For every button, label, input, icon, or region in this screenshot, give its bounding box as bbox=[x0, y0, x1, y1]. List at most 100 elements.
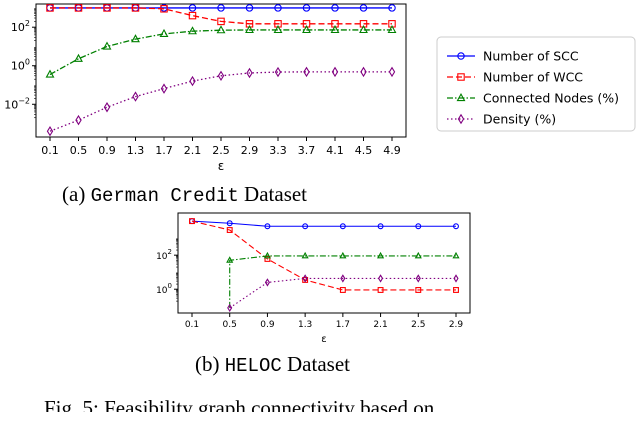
data-point bbox=[132, 91, 139, 102]
data-point bbox=[188, 26, 197, 35]
data-point bbox=[377, 223, 384, 230]
x-tick-label: 0.1 bbox=[41, 144, 59, 157]
data-point bbox=[160, 83, 168, 94]
data-point bbox=[359, 24, 368, 34]
x-tick-label: 1.7 bbox=[155, 144, 173, 157]
data-point bbox=[331, 66, 339, 78]
data-point bbox=[245, 24, 254, 34]
x-tick-label: 4.5 bbox=[355, 144, 373, 157]
data-point bbox=[263, 251, 271, 259]
caption-a-label: (a) bbox=[62, 182, 86, 206]
legend-swatch-marker bbox=[457, 52, 465, 60]
data-point bbox=[102, 41, 112, 50]
x-tick-label: 2.5 bbox=[212, 144, 230, 157]
data-point bbox=[217, 4, 225, 12]
data-point bbox=[330, 24, 340, 34]
data-point bbox=[227, 303, 233, 313]
series-line-3 bbox=[49, 71, 392, 132]
data-point bbox=[273, 24, 283, 34]
data-point bbox=[301, 251, 309, 259]
caption-a-dataset: German Credit bbox=[90, 185, 239, 207]
data-point bbox=[414, 251, 422, 259]
legend-swatch-marker bbox=[456, 93, 466, 102]
x-tick-label: 4.1 bbox=[326, 144, 344, 157]
data-point bbox=[74, 4, 83, 12]
y-tick-label: 10−2 bbox=[4, 96, 30, 111]
data-point bbox=[159, 28, 169, 37]
data-point bbox=[303, 66, 310, 78]
x-tick-label: 0.9 bbox=[98, 144, 116, 157]
data-point bbox=[302, 4, 311, 12]
data-point bbox=[188, 4, 197, 12]
x-tick-label: 0.9 bbox=[260, 320, 275, 330]
data-point bbox=[45, 69, 55, 78]
caption-a: (a) German Credit Dataset bbox=[62, 182, 307, 207]
x-tick-label: 3.3 bbox=[269, 144, 287, 157]
legend-entry-label: Number of WCC bbox=[483, 70, 583, 85]
data-point bbox=[226, 220, 233, 227]
data-point bbox=[264, 223, 271, 230]
plot-area-b bbox=[177, 212, 471, 314]
chart-german-credit: 10−2 100 102 0.1 0.5 0.9 1.3 1.7 2.1 2.5 2.9 3.3 3.… bbox=[4, 3, 407, 173]
legend-swatch-marker bbox=[457, 73, 465, 81]
series-line-2 bbox=[49, 29, 392, 76]
data-point bbox=[189, 218, 195, 225]
figure-canvas: 10−2 100 102 0.1 0.5 0.9 1.3 1.7 2.1 2.5 2.9 3.3 3.… bbox=[4, 3, 636, 345]
x-tick-label: 3.7 bbox=[298, 144, 316, 157]
data-point bbox=[188, 11, 197, 20]
legend-entry-label: Connected Nodes (%) bbox=[483, 91, 619, 106]
x-tick-label: 0.5 bbox=[70, 144, 88, 157]
x-axis-label-b: ε bbox=[321, 334, 326, 345]
data-point bbox=[453, 274, 459, 283]
data-point bbox=[360, 66, 367, 78]
data-point bbox=[339, 287, 346, 293]
x-tick-label: 1.3 bbox=[298, 320, 312, 330]
data-point bbox=[331, 4, 339, 12]
data-point bbox=[264, 255, 271, 262]
data-point bbox=[226, 227, 233, 233]
data-point bbox=[226, 256, 234, 263]
figure-caption-partial: Fig. 5: Feasibility graph connectivity b… bbox=[44, 396, 435, 420]
x-tick-label: 0.1 bbox=[185, 320, 199, 330]
caption-b-dataset: HELOC bbox=[224, 355, 282, 377]
series-line-1 bbox=[191, 220, 456, 291]
data-point bbox=[274, 66, 282, 78]
data-point bbox=[377, 287, 384, 293]
x-axis-label-a: ε bbox=[218, 159, 225, 173]
x-tick-label: 1.3 bbox=[127, 144, 145, 157]
data-point bbox=[216, 25, 226, 34]
data-point bbox=[46, 4, 54, 12]
data-point bbox=[217, 70, 225, 82]
data-point bbox=[415, 287, 422, 293]
x-tick-label: 1.7 bbox=[336, 320, 350, 330]
data-point bbox=[75, 114, 82, 126]
data-point bbox=[387, 24, 397, 34]
data-point bbox=[131, 4, 140, 12]
data-point bbox=[415, 223, 422, 230]
data-point bbox=[131, 34, 140, 43]
figure-caption-text: Fig. 5: Feasibility graph connectivity b… bbox=[44, 396, 435, 420]
caption-a-suffix: Dataset bbox=[244, 182, 308, 206]
legend: Number of SCC Number of WCC Connected Node… bbox=[436, 36, 636, 132]
x-tick-label: 2.9 bbox=[449, 320, 464, 330]
legend-entry-label: Density (%) bbox=[483, 112, 556, 127]
series-line-2 bbox=[229, 255, 456, 308]
x-tick-label: 2.1 bbox=[373, 320, 387, 330]
data-point bbox=[453, 223, 459, 230]
data-point bbox=[388, 4, 396, 12]
data-point bbox=[74, 53, 83, 62]
series-line-3 bbox=[229, 277, 456, 309]
caption-b: (b) HELOC Dataset bbox=[195, 352, 350, 377]
data-point bbox=[160, 5, 168, 13]
data-point bbox=[388, 66, 396, 78]
data-point bbox=[302, 274, 308, 283]
data-point bbox=[415, 274, 421, 283]
data-point bbox=[245, 4, 254, 12]
data-point bbox=[302, 24, 311, 34]
series-line-0 bbox=[191, 220, 456, 227]
y-tick-label: 102 bbox=[156, 248, 172, 262]
x-tick-label: 4.9 bbox=[383, 144, 401, 157]
data-point bbox=[189, 75, 196, 87]
data-point bbox=[103, 4, 111, 12]
data-point bbox=[103, 102, 111, 113]
